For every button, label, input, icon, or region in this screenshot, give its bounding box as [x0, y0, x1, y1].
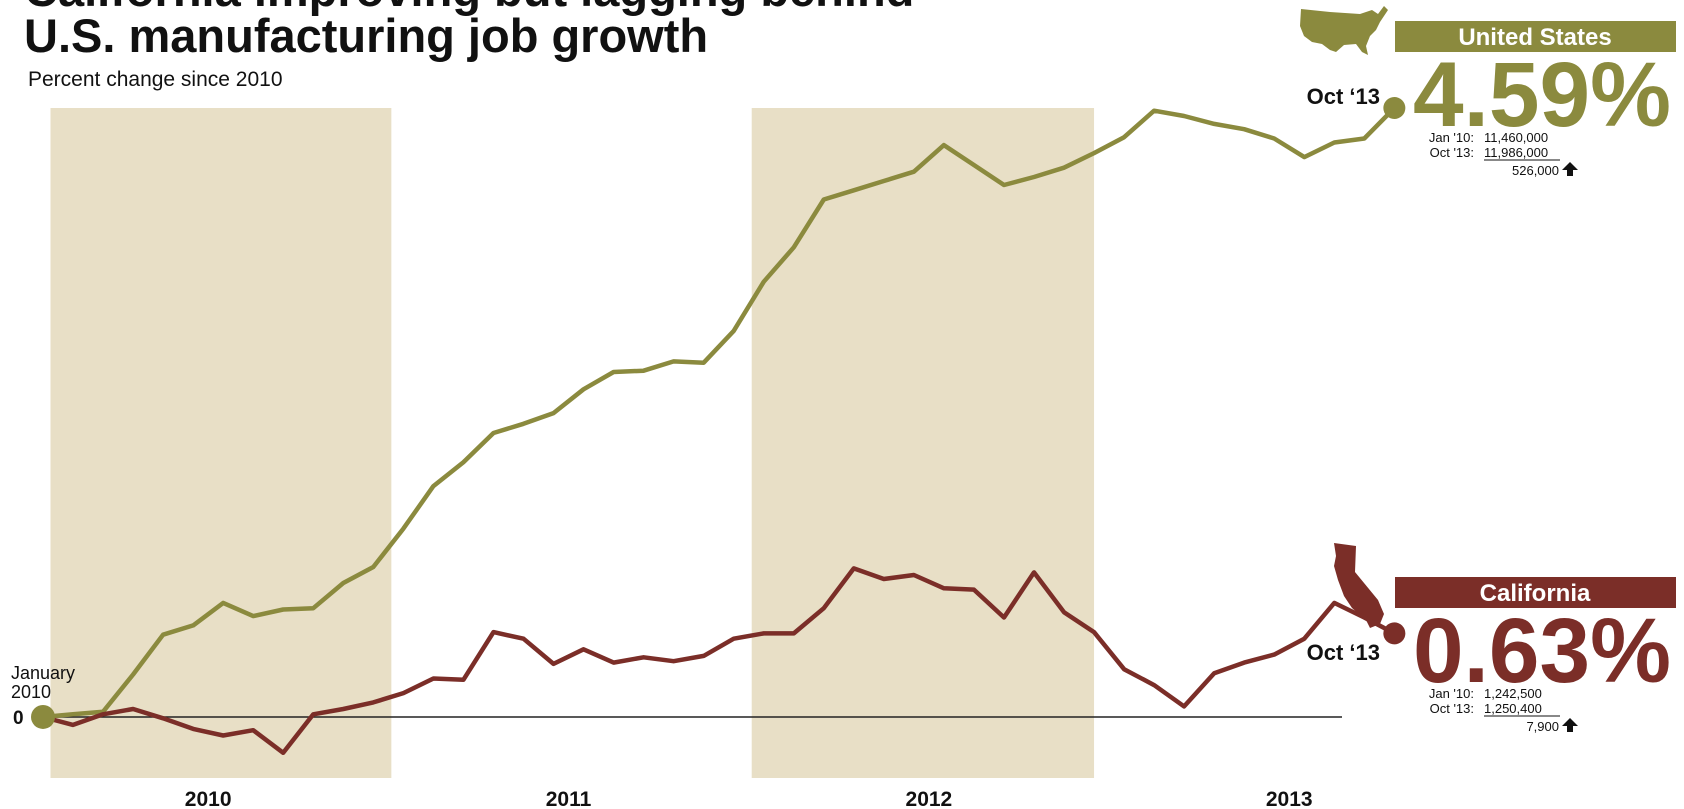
legend-box: [1395, 577, 1676, 608]
value-label: 4.59%: [1413, 44, 1671, 146]
chart-title: U.S. manufacturing job growth: [24, 9, 708, 62]
california-icon: [1334, 543, 1384, 628]
year-band: [751, 108, 1095, 778]
series-line: [42, 566, 1396, 756]
x-tick-label: 2013: [1266, 788, 1313, 809]
value-label: 0.63%: [1413, 600, 1671, 702]
start-annotation: January: [11, 663, 75, 683]
detail-label: Oct '13:: [1430, 701, 1474, 716]
detail-change: 526,000: [1512, 163, 1559, 178]
start-dot: [31, 704, 55, 729]
detail-value: 1,242,500: [1484, 686, 1542, 701]
detail-change: 7,900: [1526, 719, 1559, 734]
chart-title: California improving but lagging behind: [24, 0, 914, 16]
start-annotation: 2010: [11, 682, 51, 702]
detail-label: Jan '10:: [1429, 130, 1474, 145]
year-bands: [50, 108, 1095, 778]
detail-label: Oct '13:: [1430, 145, 1474, 160]
year-band: [50, 108, 392, 778]
detail-value: 11,986,000: [1484, 145, 1548, 160]
x-tick-label: 2012: [906, 788, 953, 809]
end-dot: [1383, 622, 1406, 645]
up-arrow: [1562, 718, 1578, 732]
detail-label: Jan '10:: [1429, 686, 1474, 701]
series-line: [42, 106, 1397, 720]
legend-label: United States: [1458, 24, 1611, 51]
y-tick-label: 0: [13, 708, 24, 729]
chart-subtitle: Percent change since 2010: [28, 68, 283, 91]
x-tick-label: 2010: [185, 788, 232, 809]
us-map-icon: [1300, 6, 1388, 55]
end-date-label: Oct ‘13: [1307, 640, 1380, 665]
legend-box: [1395, 21, 1676, 52]
end-dot: [1383, 97, 1406, 119]
detail-value: 1,250,400: [1484, 701, 1542, 716]
detail-value: 11,460,000: [1484, 130, 1548, 145]
up-arrow: [1562, 162, 1578, 176]
end-date-label: Oct ‘13: [1307, 84, 1380, 109]
legend-label: California: [1480, 580, 1591, 607]
x-tick-label: 2011: [546, 788, 592, 809]
